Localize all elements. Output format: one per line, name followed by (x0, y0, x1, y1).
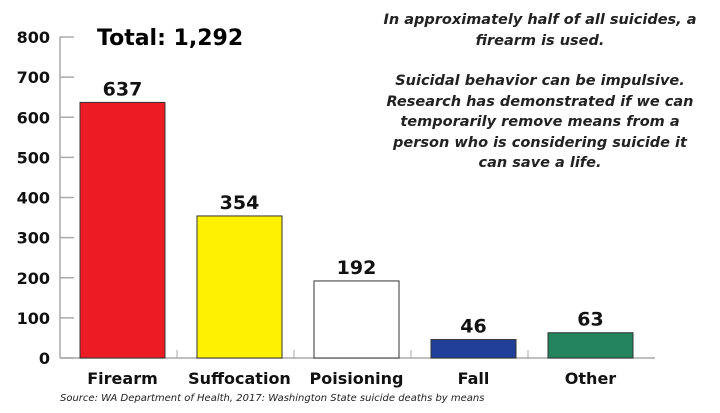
x-tick-label: Firearm (87, 369, 158, 388)
bar-firearm (79, 101, 166, 359)
x-tick-label: Poisioning (310, 369, 404, 388)
source-note: Source: WA Department of Health, 2017: W… (60, 393, 485, 404)
annotation-impulsive: Suicidal behavior can be impulsive. Rese… (386, 73, 694, 171)
y-tick-label: 700 (17, 68, 50, 87)
bar-other (547, 332, 634, 359)
y-tick-label: 200 (17, 269, 50, 288)
y-tick-label: 100 (17, 309, 50, 328)
y-tick-label: 500 (17, 148, 50, 167)
x-tick-label: Suffocation (188, 369, 291, 388)
bar-poisioning (313, 280, 400, 359)
data-label: 63 (577, 309, 603, 331)
y-tick-label: 600 (17, 108, 50, 127)
y-tick-label: 400 (17, 189, 50, 208)
y-tick-label: 0 (39, 349, 50, 368)
data-label: 192 (337, 257, 377, 279)
data-label: 354 (220, 192, 260, 214)
bar-suffocation (196, 215, 283, 359)
bar-fall (430, 339, 517, 359)
annotation: In approximately half of all suicides, a… (380, 10, 700, 194)
x-tick-label: Other (565, 369, 616, 388)
chart-title: Total: 1,292 (97, 26, 244, 51)
y-tick-label: 300 (17, 229, 50, 248)
y-tick-label: 800 (17, 28, 50, 47)
x-tick-label: Fall (458, 369, 490, 388)
data-label: 637 (103, 78, 143, 100)
annotation-firearm-half: In approximately half of all suicides, a… (383, 12, 697, 49)
data-label: 46 (460, 316, 486, 338)
